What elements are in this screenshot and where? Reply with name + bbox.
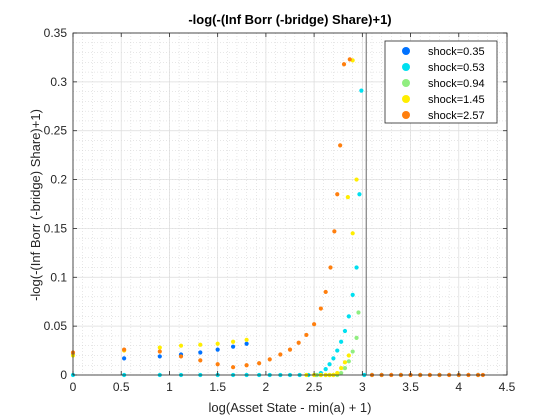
data-point — [357, 192, 362, 197]
legend: shock=0.35 shock=0.53 shock=0.94 shock=1.45… — [384, 40, 498, 124]
data-point — [323, 289, 328, 295]
data-point — [318, 306, 323, 311]
data-points — [70, 57, 485, 378]
data-point — [215, 347, 220, 352]
data-point — [244, 363, 249, 368]
data-point — [327, 362, 332, 367]
data-point — [335, 370, 340, 376]
data-point — [342, 366, 348, 371]
data-point — [157, 349, 162, 354]
x-tick-label: 2.5 — [306, 380, 323, 394]
data-point — [354, 265, 359, 270]
data-point — [157, 354, 162, 359]
x-tick-label: 4.5 — [499, 380, 516, 394]
data-point — [244, 337, 249, 342]
data-point — [122, 347, 127, 352]
data-point — [342, 328, 348, 334]
data-point — [339, 366, 344, 371]
data-point — [356, 310, 361, 315]
data-point — [215, 362, 220, 367]
data-point — [335, 192, 340, 197]
data-point — [341, 62, 347, 67]
x-tick-label: 1 — [166, 380, 173, 394]
y-tick-label: 0.2 — [50, 173, 67, 187]
legend-marker — [402, 63, 410, 71]
y-tick-label: 0.15 — [44, 221, 68, 235]
data-point — [278, 352, 283, 357]
data-point — [342, 360, 348, 365]
data-point — [354, 177, 359, 182]
data-point — [296, 340, 301, 345]
x-tick-label: 3 — [359, 380, 366, 394]
data-point — [198, 358, 203, 363]
data-point — [350, 349, 355, 354]
y-tick-label: 0 — [60, 368, 67, 382]
legend-marker — [402, 79, 410, 87]
data-point — [335, 348, 340, 353]
data-point — [359, 88, 364, 93]
data-point — [339, 370, 344, 376]
data-point — [287, 347, 293, 352]
data-point — [331, 356, 336, 361]
data-point — [346, 359, 351, 364]
data-point — [122, 356, 127, 361]
data-point — [346, 314, 351, 319]
x-tick-label: 0 — [70, 380, 77, 394]
chart-title: -log(-(Inf Borr (-bridge) Share)+1) — [188, 12, 391, 27]
data-point — [244, 341, 249, 346]
y-tick-label: 0.25 — [44, 124, 68, 138]
data-point — [346, 353, 351, 358]
y-axis-label: -log(-(Inf Borr (-bridge) Share)+1) — [28, 109, 43, 301]
legend-marker — [402, 47, 410, 55]
data-point — [157, 345, 162, 350]
y-tick-label: 0.35 — [44, 26, 68, 40]
data-point — [198, 342, 203, 347]
y-tick-label: 0.3 — [50, 75, 67, 89]
data-point — [345, 195, 350, 200]
data-point — [267, 357, 272, 362]
data-point — [230, 365, 236, 370]
y-tick-label: 0.1 — [50, 270, 67, 284]
data-point — [332, 229, 337, 234]
data-point — [257, 361, 262, 366]
plot-frame — [72, 32, 508, 376]
x-axis-label: log(Asset State - min(a) + 1) — [209, 400, 372, 415]
data-point — [178, 354, 184, 359]
legend-marker — [402, 95, 410, 103]
data-point — [350, 231, 355, 236]
legend-marker — [402, 111, 410, 119]
data-point — [198, 350, 203, 355]
data-point — [215, 341, 220, 346]
data-point — [323, 367, 328, 372]
data-point — [178, 343, 184, 348]
series-shock-1-45 — [70, 58, 359, 378]
data-point — [350, 292, 355, 297]
legend-label: shock=0.53 — [428, 62, 485, 74]
legend-label: shock=1.45 — [428, 94, 485, 106]
x-tick-label: 0.5 — [113, 380, 130, 394]
data-point — [354, 335, 359, 340]
data-point — [312, 322, 317, 327]
legend-label: shock=0.94 — [428, 78, 485, 90]
legend-items: shock=0.35 shock=0.53 shock=0.94 shock=1.45… — [402, 46, 485, 122]
x-tick-label: 1.5 — [209, 380, 226, 394]
x-axis-ticks: 0 0.5 1 1.5 2 2.5 3 3.5 4 4.5 — [70, 33, 516, 394]
data-point — [304, 332, 309, 338]
series-shock-2-57 — [70, 57, 485, 378]
data-point — [347, 57, 352, 62]
series-shock-0-53 — [70, 88, 481, 378]
y-axis-ticks: 0 0.05 0.1 0.15 0.2 0.25 0.3 0.35 — [44, 26, 507, 382]
data-point — [339, 339, 344, 344]
x-tick-label: 2 — [263, 380, 270, 394]
data-point — [328, 265, 333, 270]
legend-label: shock=2.57 — [428, 110, 485, 122]
x-tick-label: 4 — [455, 380, 462, 394]
legend-label: shock=0.35 — [428, 46, 485, 58]
x-tick-label: 3.5 — [402, 380, 419, 394]
data-point — [230, 344, 236, 349]
data-point — [338, 143, 343, 148]
y-tick-label: 0.05 — [44, 319, 68, 333]
data-point — [230, 339, 236, 344]
